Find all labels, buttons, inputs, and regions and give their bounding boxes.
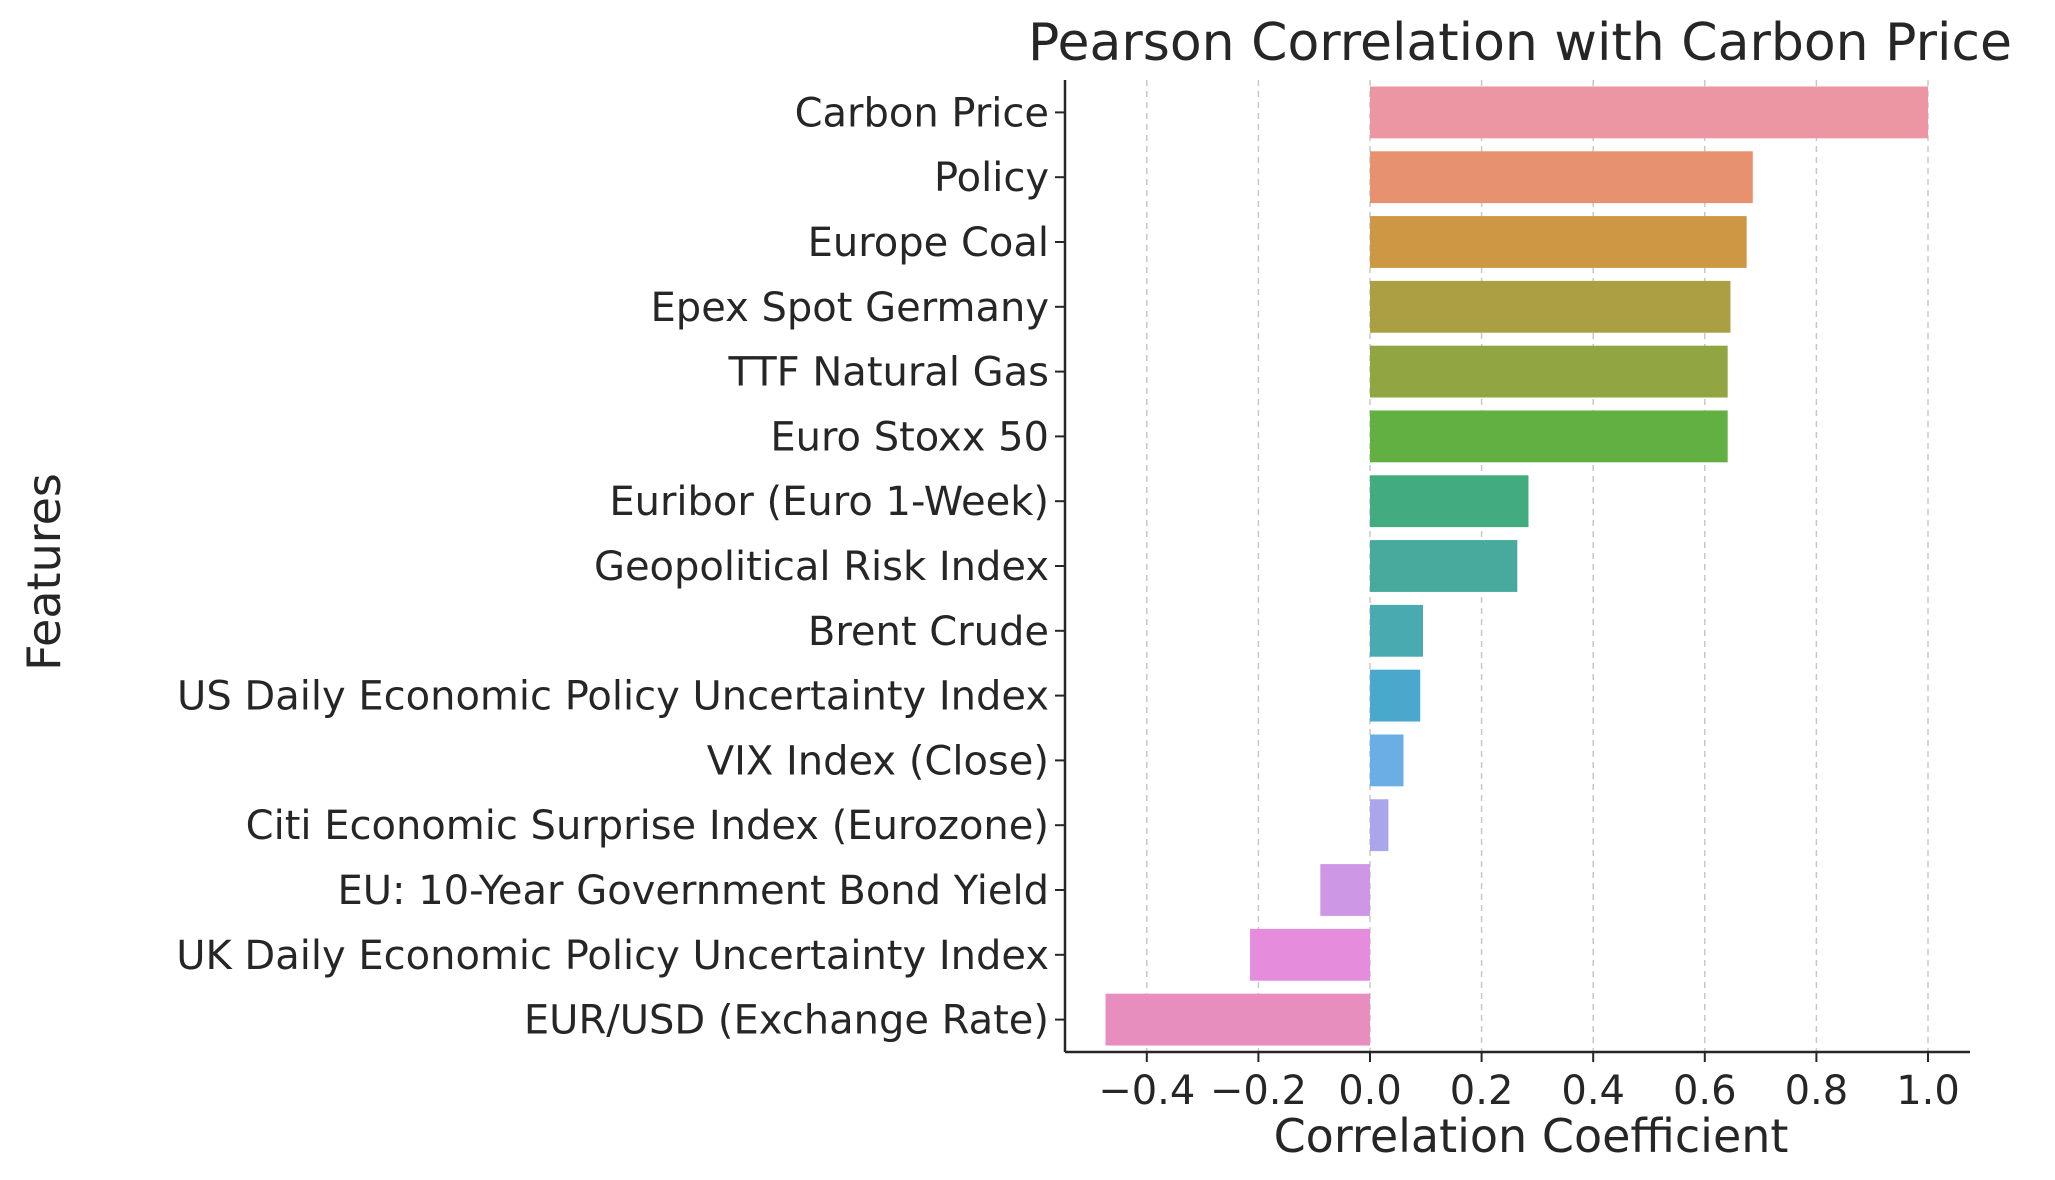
y-tick-label-5: TTF Natural Gas — [728, 350, 1050, 396]
bar-6 — [1370, 410, 1728, 463]
y-tick-label-9: Brent Crude — [808, 609, 1049, 655]
y-tick-label-6: Euro Stoxx 50 — [770, 414, 1049, 460]
x-tick-label-1: −0.2 — [1210, 1068, 1307, 1114]
y-tick-label-11: VIX Index (Close) — [707, 738, 1049, 784]
bar-5 — [1370, 345, 1728, 398]
y-tick-label-1: Carbon Price — [795, 90, 1049, 136]
x-tick-label-4: 0.4 — [1561, 1068, 1625, 1114]
y-tick-label-4: Epex Spot Germany — [651, 285, 1049, 331]
y-tick-labels: Carbon Price Policy Europe Coal Epex Spot G… — [176, 90, 1065, 1044]
bar-3 — [1370, 216, 1747, 268]
y-tick-label-10: US Daily Economic Policy Uncertainty Ind… — [177, 674, 1049, 720]
bar-11 — [1370, 734, 1404, 787]
x-tick-labels: −0.4 −0.2 0.0 0.2 0.4 0.6 0.8 1.0 — [1098, 1052, 1960, 1114]
bar-15 — [1105, 993, 1370, 1046]
bars — [1105, 86, 1928, 1046]
x-tick-label-0: −0.4 — [1098, 1068, 1195, 1114]
x-tick-label-2: 0.0 — [1338, 1068, 1402, 1114]
bar-13 — [1320, 864, 1370, 916]
y-tick-label-8: Geopolitical Risk Index — [594, 544, 1049, 590]
bar-8 — [1370, 540, 1518, 592]
y-tick-label-14: UK Daily Economic Policy Uncertainty Ind… — [176, 933, 1049, 979]
y-tick-label-7: Euribor (Euro 1-Week) — [609, 479, 1049, 525]
y-tick-label-13: EU: 10-Year Government Bond Yield — [337, 868, 1049, 914]
bar-14 — [1250, 928, 1370, 981]
x-tick-label-7: 1.0 — [1896, 1068, 1960, 1114]
bar-7 — [1370, 475, 1529, 528]
bar-2 — [1370, 151, 1753, 204]
bar-10 — [1370, 669, 1421, 722]
x-tick-label-3: 0.2 — [1450, 1068, 1514, 1114]
y-tick-label-12: Citi Economic Surprise Index (Eurozone) — [246, 803, 1049, 849]
x-axis-label: Correlation Coefficient — [1274, 1109, 1789, 1163]
bar-4 — [1370, 280, 1731, 333]
x-tick-label-6: 0.8 — [1785, 1068, 1849, 1114]
y-tick-label-2: Policy — [934, 155, 1049, 201]
bar-9 — [1370, 604, 1424, 657]
bar-1 — [1370, 86, 1928, 139]
y-tick-label-15: EUR/USD (Exchange Rate) — [524, 998, 1049, 1044]
y-tick-label-3: Europe Coal — [808, 220, 1049, 266]
chart-title: Pearson Correlation with Carbon Price — [1028, 13, 2012, 73]
bar-12 — [1370, 799, 1389, 852]
x-tick-label-5: 0.6 — [1673, 1068, 1737, 1114]
y-axis-label: Features — [17, 473, 71, 671]
